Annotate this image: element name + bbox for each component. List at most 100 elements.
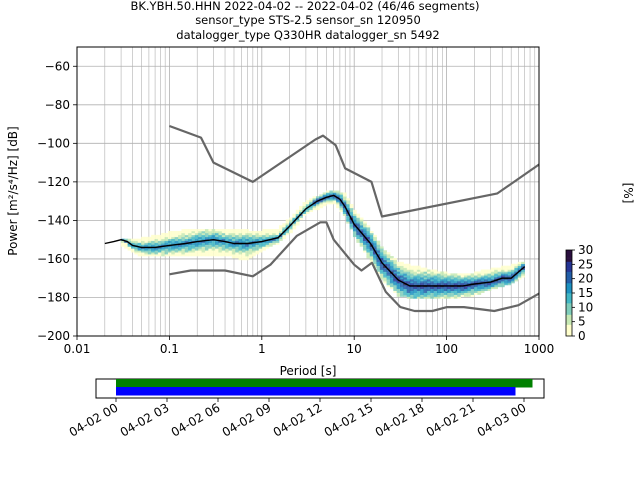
density-cell [191, 232, 196, 236]
density-cell [359, 223, 364, 226]
density-cell [443, 273, 448, 276]
density-cell [245, 252, 250, 255]
density-cell [363, 227, 367, 230]
density-cell [346, 209, 350, 213]
density-cell [447, 288, 451, 292]
density-cell [416, 267, 421, 270]
density-cell [295, 211, 300, 214]
density-cell [147, 242, 152, 245]
density-cell [467, 279, 472, 282]
density-cell [178, 232, 182, 236]
density-cell [302, 202, 307, 205]
density-cell [268, 234, 273, 238]
density-cell [278, 225, 283, 228]
colorbar-step [566, 333, 572, 335]
density-cell [309, 200, 313, 203]
colorbar-step [566, 308, 572, 311]
density-cell [346, 205, 350, 209]
density-cell [151, 250, 155, 253]
density-cell [460, 279, 465, 282]
density-cell [208, 232, 213, 236]
density-cell [440, 292, 445, 295]
density-cell [500, 271, 505, 274]
density-cell [413, 292, 418, 295]
density-cell [359, 234, 364, 238]
density-cell [302, 205, 307, 209]
density-cell [228, 232, 233, 236]
density-cell [373, 238, 377, 241]
density-cell [235, 246, 240, 249]
density-cell [386, 256, 391, 259]
density-cell [167, 254, 172, 257]
density-cell [396, 283, 401, 286]
density-cell [241, 240, 246, 243]
density-cell [389, 283, 394, 286]
density-cell [225, 234, 229, 238]
density-cell [396, 273, 401, 276]
density-cell [289, 225, 293, 228]
density-cell [403, 275, 408, 278]
density-cell [157, 252, 162, 255]
density-cell [245, 229, 250, 232]
density-cell [208, 252, 213, 255]
density-cell [245, 232, 250, 236]
density-cell [410, 277, 414, 280]
density-cell [393, 288, 398, 292]
density-cell [423, 271, 428, 274]
density-cell [430, 271, 435, 274]
density-cell [255, 250, 260, 253]
density-cell [245, 257, 250, 261]
density-cell [413, 283, 418, 286]
density-cell [507, 271, 512, 274]
density-cell [423, 292, 428, 295]
density-cell [406, 283, 411, 286]
density-cell [275, 242, 280, 245]
density-cell [171, 232, 176, 236]
colorbar-step [566, 317, 572, 320]
density-cell [339, 204, 344, 207]
density-cell [416, 271, 421, 274]
density-cell [453, 290, 458, 293]
colorbar-step [566, 331, 572, 334]
density-cell [248, 246, 253, 249]
density-cell [356, 230, 361, 234]
density-cell [322, 194, 327, 197]
density-cell [433, 283, 438, 286]
density-cell [359, 229, 364, 232]
density-cell [423, 279, 428, 282]
density-cell [389, 263, 394, 266]
density-cell [453, 294, 458, 297]
density-cell [238, 238, 243, 241]
density-cell [430, 277, 435, 280]
density-cell [403, 277, 408, 280]
density-cell [174, 236, 179, 240]
density-cell [282, 225, 287, 228]
density-cell [262, 230, 266, 234]
density-cell [141, 254, 145, 257]
density-cell [497, 283, 502, 286]
density-cell [373, 242, 377, 245]
density-cell [440, 288, 445, 292]
density-cell [514, 263, 519, 266]
density-cell [141, 252, 145, 255]
density-cell [356, 229, 361, 232]
density-cell [326, 198, 330, 201]
density-cell [457, 294, 461, 297]
colorbar-step [566, 305, 572, 308]
density-cell [521, 263, 525, 266]
density-cell [181, 248, 186, 251]
density-cell [144, 242, 149, 245]
density-cell [477, 284, 482, 288]
density-cell [453, 281, 458, 284]
density-cell [477, 290, 482, 293]
density-cell [363, 232, 367, 236]
density-cell [157, 254, 162, 257]
density-cell [228, 254, 233, 257]
density-cell [184, 250, 189, 253]
density-cell [154, 240, 159, 243]
density-cell [389, 273, 394, 276]
density-cell [460, 288, 465, 292]
density-cell [420, 279, 424, 282]
x-axis-label: Period [s] [280, 364, 337, 378]
density-cell [500, 279, 505, 282]
